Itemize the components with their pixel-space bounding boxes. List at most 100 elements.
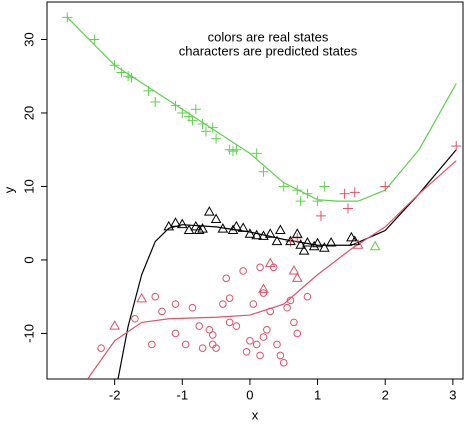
- x-tick-label: -2: [109, 387, 121, 402]
- point-circle: [266, 307, 275, 316]
- point-circle: [279, 359, 288, 367]
- point-plus: [177, 107, 188, 118]
- point-circle: [219, 300, 227, 308]
- point-circle: [131, 314, 139, 323]
- point-plus: [170, 100, 181, 111]
- point-triangle: [193, 224, 205, 235]
- x-tick-label: 1: [314, 387, 321, 402]
- point-circle: [242, 348, 251, 356]
- point-plus: [211, 133, 222, 144]
- point-circle: [208, 331, 217, 339]
- point-circle: [273, 340, 281, 349]
- point-plus: [349, 187, 360, 198]
- point-plus: [251, 148, 262, 159]
- point-triangle: [231, 220, 242, 231]
- point-circle: [171, 300, 180, 308]
- point-circle: [212, 344, 220, 352]
- point-plus: [292, 232, 303, 243]
- y-tick-label: 20: [21, 106, 36, 120]
- point-circle: [181, 340, 190, 349]
- plot-frame: [46, 1, 464, 380]
- point-circle: [232, 322, 241, 330]
- y-tick-label: 0: [21, 256, 36, 263]
- point-circle: [158, 307, 166, 316]
- point-plus: [197, 118, 208, 129]
- point-triangle: [271, 235, 283, 246]
- point-triangle: [258, 283, 269, 293]
- point-triangle: [291, 228, 303, 238]
- point-triangle: [288, 264, 300, 275]
- point-triangle: [369, 240, 381, 251]
- point-circle: [246, 336, 254, 345]
- point-circle: [293, 329, 302, 338]
- point-circle: [97, 344, 105, 352]
- point-plus: [143, 85, 154, 96]
- point-triangle: [176, 218, 188, 229]
- point-triangle: [312, 237, 323, 248]
- point-circle: [263, 325, 271, 334]
- point-plus: [89, 34, 100, 45]
- point-plus: [116, 67, 127, 78]
- curves: [66, 17, 457, 379]
- point-plus: [295, 196, 306, 207]
- point-triangle: [325, 237, 337, 247]
- y-tick-label: -10: [21, 324, 36, 343]
- x-tick-label: -1: [177, 387, 189, 402]
- point-circle: [188, 303, 197, 312]
- point-plus: [339, 188, 350, 199]
- point-triangle: [170, 217, 181, 227]
- y-tick-label: 10: [21, 179, 36, 193]
- point-triangle: [308, 240, 320, 251]
- x-tick-label: 3: [449, 387, 456, 402]
- point-plus: [187, 115, 198, 126]
- point-triangle: [318, 242, 330, 252]
- annotation: characters are predicted states: [179, 43, 358, 58]
- point-circle: [222, 274, 231, 283]
- point-plus: [207, 122, 218, 133]
- point-circle: [259, 333, 268, 341]
- point-triangle: [109, 320, 120, 330]
- point-plus: [343, 203, 354, 214]
- point-triangle: [136, 292, 148, 303]
- y-axis-label: y: [1, 186, 16, 193]
- point-circle: [286, 296, 295, 305]
- point-circle: [249, 300, 258, 308]
- point-circle: [239, 267, 247, 275]
- fitted-curve: [87, 160, 457, 379]
- point-plus: [302, 188, 313, 199]
- point-circle: [256, 351, 264, 360]
- point-circle: [195, 322, 203, 330]
- point-plus: [278, 181, 289, 192]
- point-circle: [303, 292, 312, 301]
- point-triangle: [295, 239, 307, 249]
- point-plus: [231, 144, 242, 155]
- point-plus: [190, 104, 201, 115]
- point-plus: [451, 141, 462, 152]
- point-circle: [148, 340, 156, 349]
- point-triangle: [285, 235, 296, 246]
- point-triangle: [352, 239, 364, 249]
- point-plus: [200, 126, 211, 137]
- point-circle: [276, 351, 285, 360]
- point-circle: [252, 340, 261, 349]
- point-triangle: [349, 235, 361, 246]
- point-triangle: [264, 228, 276, 238]
- point-circle: [290, 318, 298, 327]
- point-plus: [126, 72, 137, 83]
- point-plus: [258, 166, 269, 177]
- point-plus: [380, 181, 391, 192]
- point-triangle: [302, 237, 313, 247]
- point-circle: [283, 303, 291, 312]
- point-triangle: [291, 272, 303, 282]
- point-plus: [292, 185, 303, 196]
- point-triangle: [190, 220, 202, 231]
- point-triangle: [264, 257, 276, 268]
- point-triangle: [203, 206, 215, 216]
- x-tick-label: 2: [382, 387, 389, 402]
- point-circle: [256, 263, 264, 272]
- point-circle: [225, 294, 234, 302]
- x-tick-label: 0: [246, 387, 253, 402]
- x-axis-label: x: [252, 407, 259, 422]
- point-triangle: [275, 224, 286, 235]
